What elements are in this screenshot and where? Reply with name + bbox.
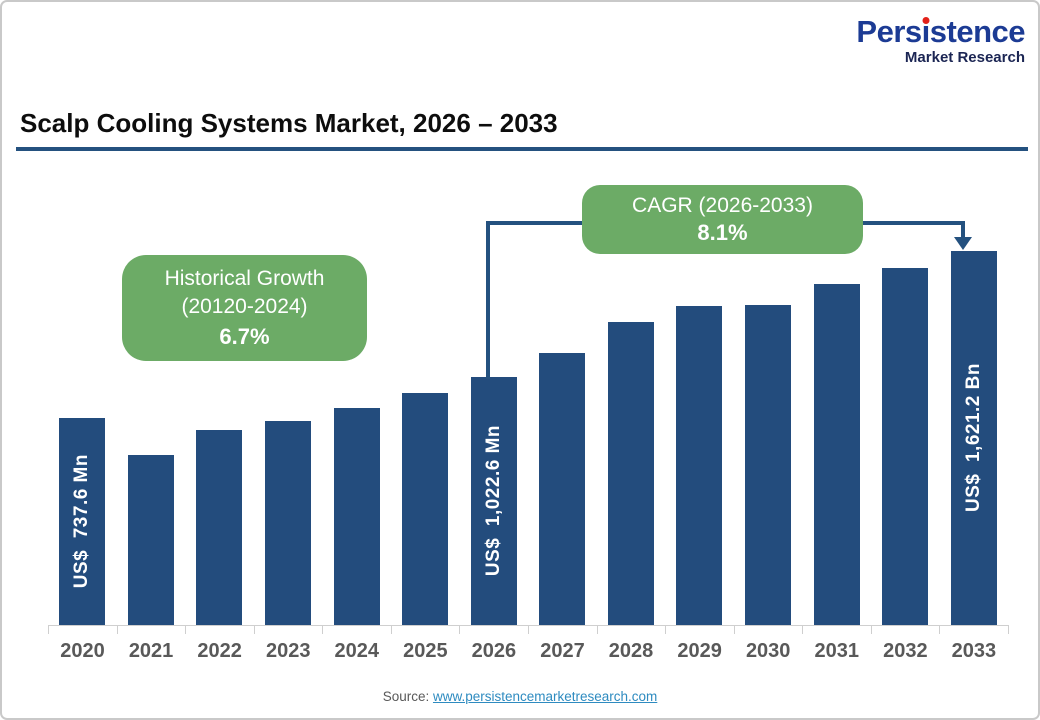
source-line: Source: www.persistencemarketresearch.co…	[2, 689, 1038, 704]
x-axis-label-2029: 2029	[677, 640, 722, 662]
x-axis-tick	[527, 625, 529, 634]
x-axis-label-2032: 2032	[883, 640, 928, 662]
source-label: Source:	[382, 689, 433, 704]
x-axis-tick	[1007, 625, 1009, 634]
bar-2033: US$ 1,621.2 Bn	[950, 251, 997, 625]
bar-2023	[264, 421, 311, 625]
cagr-connector-vertical-left	[486, 221, 490, 379]
bar-2025	[402, 393, 449, 625]
cagr-connector-vertical-right	[961, 221, 965, 238]
bar-value-label-2020: US$ 737.6 Mn	[71, 454, 93, 589]
x-axis-label-2022: 2022	[197, 640, 242, 662]
bar-2032	[882, 268, 929, 625]
bar-2027	[539, 353, 586, 625]
x-axis-label-2031: 2031	[814, 640, 860, 662]
historical-growth-callout: Historical Growth (20120-2024) 6.7%	[122, 255, 367, 361]
x-axis-label-2028: 2028	[608, 640, 654, 662]
bar-2020: US$ 737.6 Mn	[59, 418, 106, 625]
cagr-value: 8.1%	[697, 219, 748, 245]
cagr-connector-arrowhead-icon	[954, 237, 972, 250]
historical-growth-line2: (20120-2024)	[181, 295, 308, 319]
x-axis-tick	[870, 625, 872, 634]
x-axis-label-2033: 2033	[951, 640, 997, 662]
bar-2026: US$ 1,022.6 Mn	[470, 377, 517, 625]
x-axis-label-2030: 2030	[745, 640, 791, 662]
bar-value-label-2026: US$ 1,022.6 Mn	[482, 425, 504, 577]
logo-red-dot-i: ı	[921, 14, 931, 49]
x-axis-tick	[939, 625, 941, 634]
historical-growth-value: 6.7%	[219, 323, 270, 349]
cagr-callout: CAGR (2026-2033) 8.1%	[582, 185, 863, 254]
x-axis-tick	[185, 625, 187, 634]
x-axis-tick	[390, 625, 392, 634]
x-axis-label-2026: 2026	[471, 640, 517, 662]
x-axis-tick	[802, 625, 804, 634]
x-axis-tick	[48, 625, 49, 634]
x-axis-label-2024: 2024	[334, 640, 380, 662]
x-axis-label-2023: 2023	[265, 640, 311, 662]
x-axis-tick	[665, 625, 667, 634]
pmr-logo: Persıstence Market Research	[856, 14, 1025, 66]
bar-value-label-2033: US$ 1,621.2 Bn	[962, 363, 984, 513]
x-axis-label-2020: 2020	[60, 640, 105, 662]
cagr-line1: CAGR (2026-2033)	[632, 193, 813, 217]
x-axis-tick	[733, 625, 735, 634]
x-axis-label-2025: 2025	[403, 640, 448, 662]
bar-2029	[676, 306, 723, 625]
historical-growth-line1: Historical Growth	[164, 266, 325, 290]
x-axis-tick	[116, 625, 118, 634]
bar-2028	[607, 322, 654, 625]
page-title: Scalp Cooling Systems Market, 2026 – 203…	[20, 108, 558, 138]
bar-2024	[333, 408, 380, 625]
logo-persistence: Persıstence	[856, 14, 1025, 49]
logo-tagline: Market Research	[904, 48, 1025, 66]
x-axis-tick	[253, 625, 255, 634]
bar-2022	[196, 430, 243, 625]
title-underline	[16, 147, 1028, 151]
bar-2031	[813, 284, 860, 625]
source-link[interactable]: www.persistencemarketresearch.com	[432, 689, 658, 704]
bar-2021	[127, 455, 174, 625]
x-axis-tick	[596, 625, 598, 634]
x-axis-label-2027: 2027	[540, 640, 585, 662]
bar-2030	[744, 305, 791, 625]
x-axis-tick	[459, 625, 461, 634]
x-axis-tick	[322, 625, 324, 634]
x-axis-label-2021: 2021	[128, 640, 174, 662]
